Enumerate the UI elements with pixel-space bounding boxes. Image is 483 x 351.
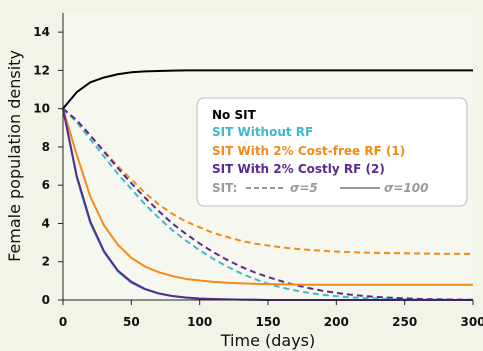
x-tick-label-2: 100 (187, 315, 212, 329)
y-tick-label-6: 12 (33, 63, 50, 77)
x-axis-title: Time (days) (220, 331, 316, 350)
y-tick-label-0: 0 (42, 293, 50, 307)
y-axis-title: Female population density (5, 50, 24, 262)
legend-entry-0: No SIT (212, 108, 257, 122)
y-tick-label-4: 8 (42, 140, 50, 154)
legend-style-prefix: SIT: (212, 181, 237, 195)
legend-entry-1: SIT Without RF (212, 125, 313, 139)
series-line-0 (62, 69, 473, 110)
x-tick-label-4: 200 (324, 315, 349, 329)
x-tick-label-0: 0 (59, 315, 67, 329)
x-tick-label-6: 300 (460, 315, 483, 329)
y-tick-label-7: 14 (33, 25, 50, 39)
x-tick-label-1: 50 (123, 315, 140, 329)
y-tick-label-1: 2 (42, 255, 50, 269)
y-tick-label-2: 4 (42, 216, 50, 230)
legend-entry-3: SIT With 2% Costly RF (2) (212, 162, 385, 176)
y-tick-label-5: 10 (33, 102, 50, 116)
legend-entry-2: SIT With 2% Cost-free RF (1) (212, 144, 405, 158)
legend-solid-label: σ=100 (384, 181, 428, 195)
series-line-2 (62, 108, 473, 286)
legend: No SIT SIT Without RF SIT With 2% Cost-f… (196, 97, 468, 207)
series-line-6 (62, 107, 474, 301)
series-line-5 (62, 107, 473, 255)
y-tick-label-3: 6 (42, 178, 50, 192)
legend-dashed-label: σ=5 (290, 181, 318, 195)
legend-box (196, 97, 468, 207)
x-tick-label-3: 150 (255, 315, 280, 329)
x-tick-label-5: 250 (392, 315, 417, 329)
ticks-layer: 0 50 100 150 200 250 300 0 2 4 6 8 10 12 14 (33, 25, 483, 329)
